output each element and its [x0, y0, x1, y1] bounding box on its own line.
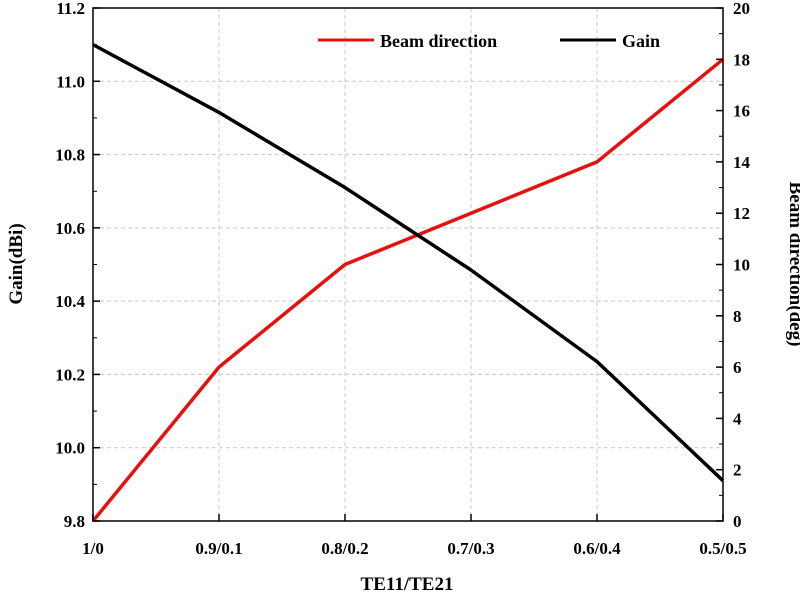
series-line-beam-direction: [91, 57, 725, 523]
x-axis-title: TE11/TE21: [361, 574, 454, 595]
x-tick-label: 0.8/0.2: [321, 539, 368, 558]
x-tick-label: 0.5/0.5: [699, 539, 746, 558]
x-tick-label: 0.7/0.3: [447, 539, 494, 558]
legend: Beam direction Gain: [318, 31, 660, 51]
left-tick-label: 11.2: [56, 0, 85, 18]
left-tick-label: 10.6: [55, 219, 85, 238]
right-tick-label: 20: [733, 0, 750, 18]
series-layer: [91, 43, 725, 523]
axes: 1/0 0.9/0.1 0.8/0.2 0.7/0.3 0.6/0.4 0.5/0.5 9.…: [55, 0, 750, 558]
x-tick-label: 0.9/0.1: [195, 539, 242, 558]
left-tick-label: 9.8: [64, 512, 85, 531]
right-tick-label: 6: [733, 358, 742, 377]
right-tick-label: 18: [733, 50, 750, 69]
right-tick-label: 4: [733, 409, 742, 428]
right-tick-label: 10: [733, 256, 750, 275]
right-tick-label: 12: [733, 204, 750, 223]
left-tick-label: 10.8: [55, 146, 85, 165]
legend-label-gain: Gain: [622, 31, 660, 51]
right-tick-label: 16: [733, 102, 750, 121]
series-line-gain: [92, 43, 725, 482]
right-axis-title: Beam direction(deg): [785, 182, 800, 347]
x-tick-label: 0.6/0.4: [573, 539, 621, 558]
left-tick-label: 11.0: [56, 72, 85, 91]
right-tick-label: 2: [733, 461, 742, 480]
plot-frame: [92, 7, 724, 522]
left-tick-label: 10.2: [55, 365, 85, 384]
right-tick-label: 0: [733, 512, 742, 531]
right-tick-label: 14: [733, 153, 751, 172]
grid: [93, 8, 723, 521]
left-tick-label: 10.4: [55, 292, 85, 311]
left-tick-label: 10.0: [55, 439, 85, 458]
legend-label-beam-direction: Beam direction: [380, 31, 497, 51]
right-tick-label: 8: [733, 307, 742, 326]
left-axis-title: Gain(dBi): [6, 223, 27, 304]
x-tick-label: 1/0: [82, 539, 104, 558]
